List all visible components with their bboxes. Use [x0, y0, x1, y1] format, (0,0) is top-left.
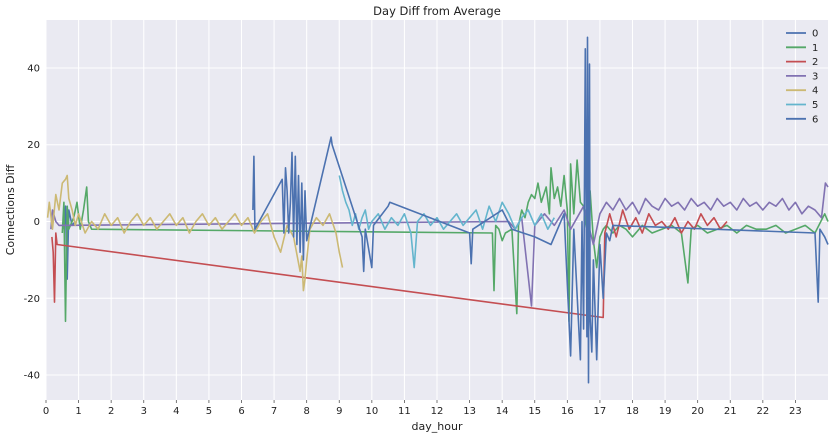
- x-tick-label: 21: [724, 406, 737, 417]
- series-line-5: [338, 175, 555, 269]
- legend-label-1: 1: [812, 43, 818, 54]
- legend-label-4: 4: [812, 86, 818, 97]
- x-axis: 0 1 2 3 4 5 6 7 8 9 10 11 12 13 14 15 16 17 18 19 20 21 22 23: [43, 400, 802, 417]
- x-tick-label: 12: [431, 406, 444, 417]
- legend: 0 1 2 3 4 5 6: [786, 29, 818, 125]
- y-tick-label: -40: [24, 371, 40, 382]
- y-tick-label: 20: [27, 140, 40, 151]
- legend-label-6: 6: [812, 114, 818, 125]
- x-tick-label: 4: [173, 406, 179, 417]
- series-line-4: [46, 174, 344, 292]
- series-line-3: [50, 182, 829, 307]
- legend-label-2: 2: [812, 57, 818, 68]
- y-tick-label: 40: [27, 63, 40, 74]
- y-tick-label: -20: [24, 294, 40, 305]
- x-tick-label: 1: [75, 406, 81, 417]
- x-tick-label: 16: [561, 406, 574, 417]
- x-tick-label: 15: [528, 406, 541, 417]
- legend-label-3: 3: [812, 71, 818, 82]
- x-tick-label: 14: [496, 406, 509, 417]
- chart-title: Day Diff from Average: [373, 4, 501, 18]
- x-tick-label: 19: [659, 406, 672, 417]
- series-line-6: [252, 36, 829, 384]
- x-tick-label: 8: [303, 406, 309, 417]
- x-tick-label: 20: [691, 406, 704, 417]
- series-layer: [46, 36, 829, 384]
- legend-label-0: 0: [812, 29, 818, 40]
- x-tick-label: 23: [789, 406, 802, 417]
- x-axis-label: day_hour: [412, 420, 463, 433]
- grid: [45, 20, 828, 400]
- series-line-2: [51, 209, 728, 319]
- y-axis: -40 -20 0 20 40: [24, 63, 40, 381]
- x-tick-label: 18: [626, 406, 639, 417]
- x-tick-label: 22: [756, 406, 769, 417]
- series-line-1: [61, 159, 829, 323]
- x-tick-label: 10: [365, 406, 378, 417]
- x-tick-label: 0: [43, 406, 49, 417]
- x-tick-label: 9: [336, 406, 342, 417]
- y-tick-label: 0: [34, 217, 40, 228]
- x-tick-label: 5: [206, 406, 212, 417]
- x-tick-label: 11: [398, 406, 411, 417]
- x-tick-label: 3: [141, 406, 147, 417]
- x-tick-label: 13: [463, 406, 476, 417]
- legend-label-5: 5: [812, 100, 818, 111]
- y-axis-label: Connections Diff: [4, 164, 17, 255]
- x-tick-label: 7: [271, 406, 277, 417]
- x-tick-label: 2: [108, 406, 114, 417]
- x-tick-label: 17: [594, 406, 607, 417]
- x-tick-label: 6: [238, 406, 244, 417]
